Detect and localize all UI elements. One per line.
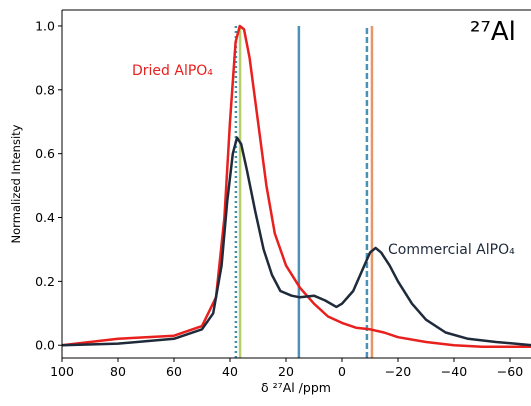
x-tick-label: 0	[338, 364, 346, 379]
y-tick-label: 0.4	[35, 210, 55, 225]
x-axis-label: δ ²⁷Al /ppm	[261, 380, 331, 395]
y-axis-label: Normalized Intensity	[9, 124, 23, 243]
y-tick-label: 0.2	[35, 274, 55, 289]
x-tick-label: 100	[50, 364, 74, 379]
series-label: Dried AlPO₄	[132, 63, 213, 79]
y-tick-label: 0.6	[35, 146, 55, 161]
chart-title: ²⁷Al	[470, 17, 516, 47]
x-tick-label: 40	[222, 364, 238, 379]
series-line	[61, 136, 531, 347]
y-tick-label: 1.0	[35, 18, 55, 33]
series-line	[61, 24, 531, 349]
x-tick-label: −60	[497, 364, 523, 379]
x-tick-label: −20	[385, 364, 411, 379]
series-label: Commercial AlPO₄	[388, 242, 515, 258]
y-tick-label: 0.0	[35, 338, 55, 353]
x-tick-label: 80	[110, 364, 126, 379]
x-tick-label: 20	[278, 364, 294, 379]
y-tick-label: 0.8	[35, 82, 55, 97]
x-tick-label: 60	[166, 364, 182, 379]
x-tick-label: −40	[441, 364, 467, 379]
